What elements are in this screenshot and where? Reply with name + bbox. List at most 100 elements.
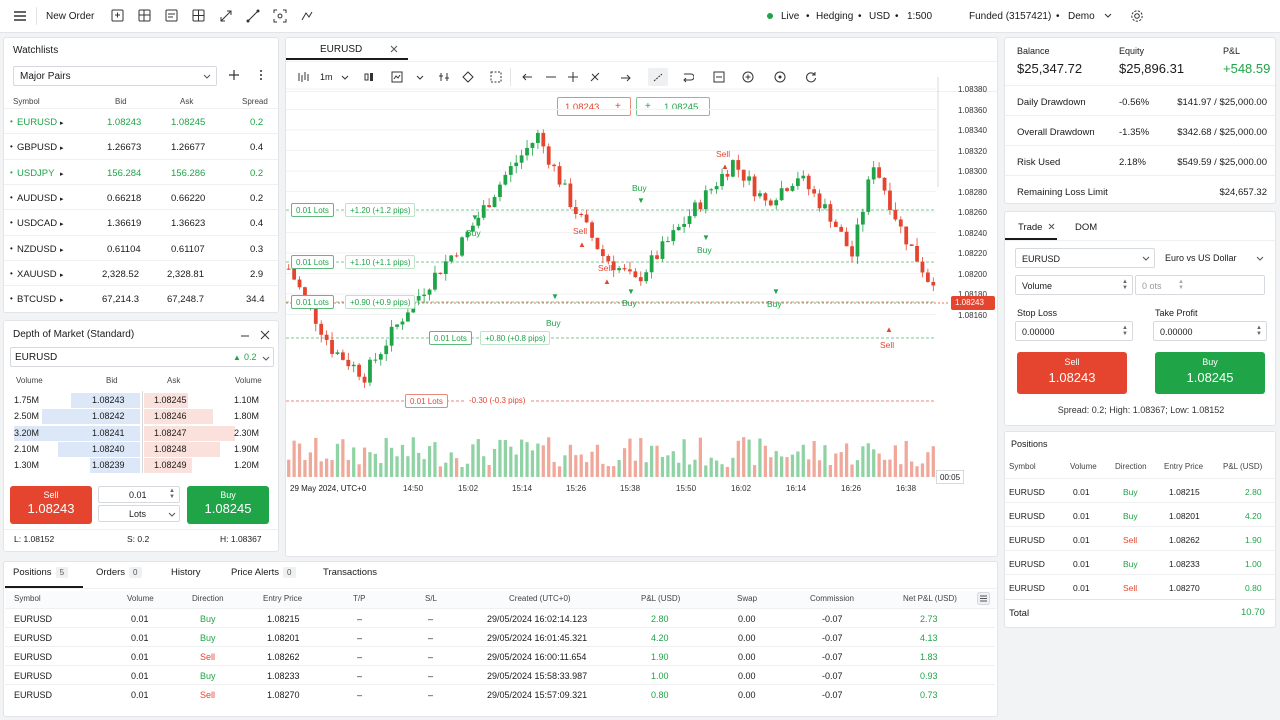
watchlist-row[interactable]: • XAUUSD ▸ 2,328.52 2,328.81 2.9 (4, 259, 278, 285)
columns-icon[interactable] (977, 592, 990, 605)
trend-line-icon[interactable] (245, 8, 261, 24)
undo-icon[interactable] (682, 71, 694, 83)
position-row[interactable]: EURUSD 0.01 Buy 1.08233 1.00 (1005, 550, 1275, 574)
tab-dom[interactable]: DOM (1075, 222, 1098, 233)
price-chart-canvas[interactable] (286, 72, 952, 482)
crosshair-icon[interactable] (567, 71, 579, 83)
ray-icon[interactable] (589, 71, 601, 83)
bottom-tab[interactable]: Positions 5 (13, 567, 69, 578)
position-pnl: 1.90 (1245, 535, 1262, 545)
watchlist-row[interactable]: • NZDUSD ▸ 0.61104 0.61107 0.3 (4, 234, 278, 260)
table-row[interactable]: EURUSD 0.01 Buy 1.08233 – – 29/05/2024 15:58:3… (5, 665, 995, 684)
volume-select[interactable]: Volume ▲ ▼ (1015, 275, 1133, 295)
close-icon[interactable] (260, 330, 270, 340)
target-icon[interactable] (774, 71, 786, 83)
zoom-out-icon[interactable] (713, 71, 725, 83)
chart-add-icon[interactable] (110, 8, 126, 24)
volume-input[interactable]: 0 ots ▲ ▼ (1135, 275, 1265, 295)
stop-loss-input[interactable]: 0.00000 ▲ ▼ (1015, 321, 1133, 341)
chevron-down-icon[interactable] (416, 73, 424, 81)
chart-buy-quote-button[interactable]: + 1.08245 (636, 97, 710, 116)
chevron-down-icon[interactable] (1102, 9, 1114, 21)
chart-template-icon[interactable] (137, 8, 153, 24)
table-row[interactable]: EURUSD 0.01 Buy 1.08215 – – 29/05/2024 16:02:1… (5, 608, 995, 627)
chevron-down-icon[interactable] (341, 73, 349, 81)
candles-icon[interactable] (363, 71, 375, 83)
chevron-down-icon[interactable] (1256, 254, 1264, 262)
dom-row[interactable]: 3.20M 1.08241 1.08247 2.30M (12, 424, 274, 440)
dom-row[interactable]: 2.50M 1.08242 1.08246 1.80M (12, 407, 274, 423)
chart-tab[interactable]: EURUSD (286, 38, 408, 60)
dom-sell-button[interactable]: Sell 1.08243 (10, 486, 92, 524)
screenshot-icon[interactable] (272, 8, 288, 24)
position-line-lots[interactable]: 0.01 Lots (429, 331, 472, 345)
watchlist-select[interactable]: Major Pairs (13, 66, 217, 86)
chart-type-icon[interactable] (297, 71, 309, 83)
position-row[interactable]: EURUSD 0.01 Sell 1.08262 1.90 (1005, 526, 1275, 550)
dom-buy-button[interactable]: Buy 1.08245 (187, 486, 269, 524)
position-line-lots[interactable]: 0.01 Lots (405, 394, 448, 408)
hamburger-menu-icon[interactable] (12, 8, 28, 24)
bottom-tab[interactable]: Orders 0 (96, 567, 142, 578)
position-row[interactable]: EURUSD 0.01 Sell 1.08270 0.80 (1005, 574, 1275, 598)
extended-line-icon[interactable] (620, 71, 632, 83)
shape-icon[interactable] (462, 71, 474, 83)
horizontal-line-icon[interactable] (545, 71, 557, 83)
bottom-tab[interactable]: Transactions (323, 567, 377, 578)
timeframe-select[interactable]: 1m (320, 72, 333, 82)
dom-row[interactable]: 2.10M 1.08240 1.08248 1.90M (12, 440, 274, 456)
dom-lots-unit-select[interactable]: Lots (98, 505, 180, 522)
separator-dot: • (1056, 11, 1060, 22)
position-line-lots[interactable]: 0.01 Lots (291, 295, 334, 309)
grid-layout-icon[interactable] (191, 8, 207, 24)
dom-row[interactable]: 1.30M 1.08239 1.08249 1.20M (12, 456, 274, 472)
add-symbol-icon[interactable] (228, 69, 240, 81)
chart-sell-quote-button[interactable]: 1.08243 + (557, 97, 631, 116)
trade-sell-button[interactable]: Sell 1.08243 (1017, 352, 1127, 394)
minimize-icon[interactable] (240, 331, 250, 341)
watchlist-row[interactable]: • AUDUSD ▸ 0.66218 0.66220 0.2 (4, 183, 278, 209)
stepper-icon[interactable]: ▲ ▼ (169, 488, 175, 500)
arrow-left-icon[interactable] (521, 71, 533, 83)
close-icon[interactable] (390, 45, 398, 53)
volume-bar (455, 458, 459, 477)
new-order-button[interactable]: New Order (46, 11, 95, 22)
bottom-tab[interactable]: Price Alerts 0 (231, 567, 296, 578)
account-mode-label[interactable]: Demo (1068, 11, 1095, 22)
list-layout-icon[interactable] (164, 8, 180, 24)
select-area-icon[interactable] (490, 71, 502, 83)
zoom-in-icon[interactable] (742, 71, 754, 83)
reset-icon[interactable] (805, 71, 817, 83)
drawing-tools-icon[interactable] (299, 8, 315, 24)
close-icon[interactable] (1048, 223, 1055, 230)
trend-tool-button[interactable] (648, 68, 668, 86)
trade-symbol-select[interactable]: EURUSD (1015, 248, 1155, 268)
watchlist-row[interactable]: • BTCUSD ▸ 67,214.3 67,248.7 34.4 (4, 285, 278, 310)
position-row[interactable]: EURUSD 0.01 Buy 1.08215 2.80 (1005, 478, 1275, 502)
account-selector[interactable]: Funded (3157421) (969, 11, 1052, 22)
position-line-lots[interactable]: 0.01 Lots (291, 255, 334, 269)
indicators-icon[interactable] (391, 71, 403, 83)
table-row[interactable]: EURUSD 0.01 Buy 1.08201 – – 29/05/2024 16:01:4… (5, 627, 995, 646)
take-profit-input[interactable]: 0.00000 ▲ ▼ (1153, 321, 1267, 341)
more-options-icon[interactable] (259, 69, 263, 81)
dom-row[interactable]: 1.75M 1.08243 1.08245 1.10M (12, 391, 274, 407)
compare-icon[interactable] (438, 71, 450, 83)
tab-trade[interactable]: Trade (1005, 212, 1057, 240)
watchlist-row[interactable]: • USDJPY ▸ 156.284 156.286 0.2 (4, 158, 278, 184)
bottom-tab[interactable]: History (171, 567, 201, 578)
table-row[interactable]: EURUSD 0.01 Sell 1.08262 – – 29/05/2024 16:00:… (5, 646, 995, 665)
dom-symbol-select[interactable]: EURUSD ▲ 0.2 (10, 347, 274, 367)
candle-body (871, 167, 876, 180)
volume-bar (774, 451, 778, 477)
watchlist-row[interactable]: • GBPUSD ▸ 1.26673 1.26677 0.4 (4, 133, 278, 158)
expand-icon[interactable] (218, 8, 234, 24)
dom-lots-input[interactable]: 0.01 ▲ ▼ (98, 486, 180, 503)
trade-buy-button[interactable]: Buy 1.08245 (1155, 352, 1265, 394)
watchlist-row[interactable]: • USDCAD ▸ 1.36619 1.36623 0.4 (4, 209, 278, 234)
gear-icon[interactable] (1129, 8, 1145, 24)
position-line-lots[interactable]: 0.01 Lots (291, 203, 334, 217)
position-row[interactable]: EURUSD 0.01 Buy 1.08201 4.20 (1005, 502, 1275, 526)
watchlist-row[interactable]: • EURUSD ▸ 1.08243 1.08245 0.2 (4, 108, 278, 133)
table-row[interactable]: EURUSD 0.01 Sell 1.08270 – – 29/05/2024 15:57:… (5, 684, 995, 703)
